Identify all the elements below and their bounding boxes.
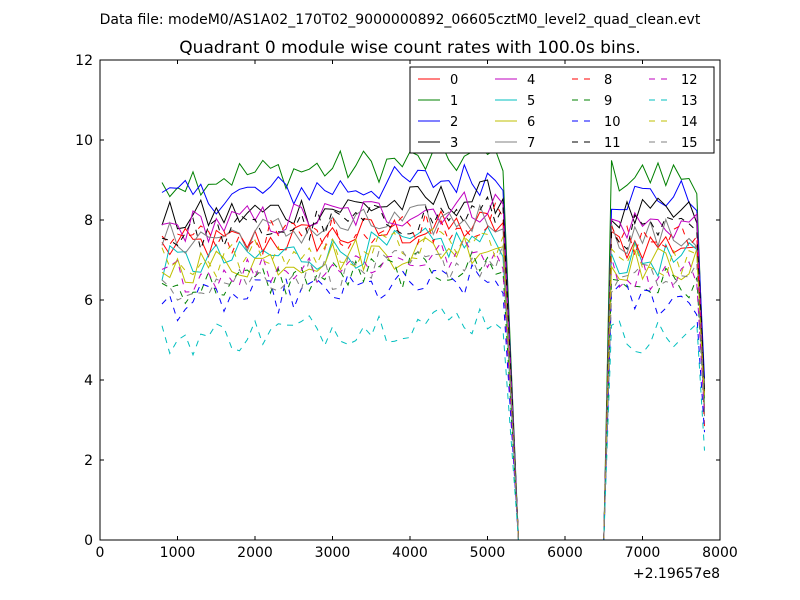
legend-label-12: 12 bbox=[681, 73, 698, 88]
series-line-1 bbox=[161, 141, 705, 540]
x-tick-label: 3000 bbox=[315, 545, 351, 561]
legend-label-7: 7 bbox=[527, 136, 535, 151]
series-line-9 bbox=[161, 250, 705, 540]
series-line-12 bbox=[161, 238, 705, 540]
series-line-6 bbox=[161, 235, 705, 540]
y-tick-label: 6 bbox=[84, 293, 93, 309]
y-tick-label: 10 bbox=[75, 133, 93, 149]
x-tick-label: 0 bbox=[96, 545, 105, 561]
legend-label-6: 6 bbox=[527, 115, 535, 130]
x-tick-label: 2000 bbox=[237, 545, 273, 561]
legend-label-2: 2 bbox=[450, 115, 458, 130]
x-tick-label: 4000 bbox=[392, 545, 428, 561]
y-tick-label: 4 bbox=[84, 373, 93, 389]
series-line-10 bbox=[161, 263, 705, 540]
legend-label-1: 1 bbox=[450, 94, 458, 109]
series-line-7 bbox=[161, 203, 705, 540]
x-tick-label: 5000 bbox=[470, 545, 506, 561]
legend-box bbox=[409, 66, 715, 154]
axes-layer: 0 1000 2000 3000 4000 5000 6000 7000 80000246810… bbox=[75, 53, 738, 561]
series-line-13 bbox=[161, 307, 705, 540]
legend-label-11: 11 bbox=[604, 136, 621, 151]
legend-label-14: 14 bbox=[681, 115, 698, 130]
legend-label-4: 4 bbox=[527, 73, 535, 88]
data-file-suptitle: Data file: modeM0/AS1A02_170T02_90000008… bbox=[100, 12, 701, 28]
legend-label-15: 15 bbox=[681, 136, 698, 151]
legend-label-0: 0 bbox=[450, 73, 458, 88]
series-line-5 bbox=[161, 225, 705, 540]
x-tick-label: 8000 bbox=[702, 545, 738, 561]
x-tick-label: 1000 bbox=[160, 545, 196, 561]
legend-label-8: 8 bbox=[604, 73, 612, 88]
x-offset-label: +2.19657e8 bbox=[633, 566, 720, 582]
series-line-11 bbox=[161, 195, 705, 540]
legend-label-3: 3 bbox=[450, 136, 458, 151]
y-tick-label: 2 bbox=[84, 453, 93, 469]
series-layer bbox=[161, 141, 705, 540]
x-tick-label: 7000 bbox=[625, 545, 661, 561]
legend-label-5: 5 bbox=[527, 94, 535, 109]
legend-label-9: 9 bbox=[604, 94, 612, 109]
legend-label-10: 10 bbox=[604, 115, 621, 130]
y-tick-label: 8 bbox=[84, 213, 93, 229]
series-line-3 bbox=[161, 179, 705, 540]
legend-label-13: 13 bbox=[681, 94, 698, 109]
series-line-14 bbox=[161, 227, 705, 540]
y-tick-label: 12 bbox=[75, 53, 93, 69]
chart-title: Quadrant 0 module wise count rates with … bbox=[179, 38, 640, 58]
y-tick-label: 0 bbox=[84, 533, 93, 549]
series-line-4 bbox=[161, 190, 705, 540]
x-tick-label: 6000 bbox=[547, 545, 583, 561]
